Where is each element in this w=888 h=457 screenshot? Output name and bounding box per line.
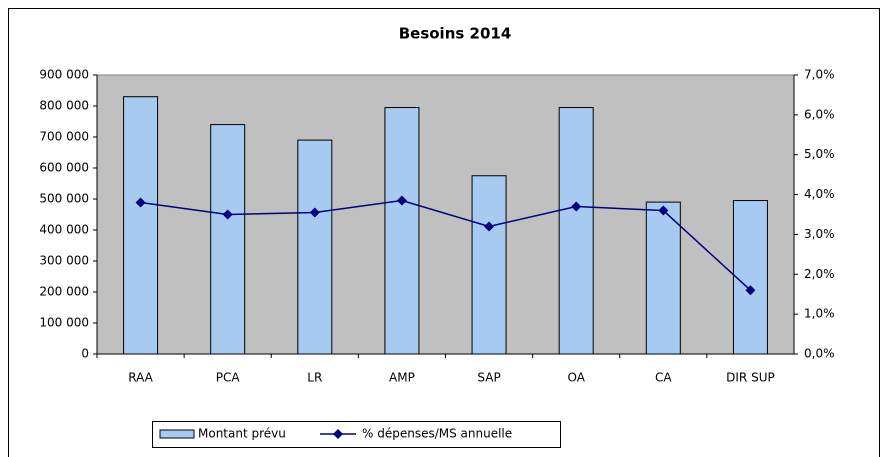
x-tick-label: OA [567,371,585,385]
x-tick-label: DIR SUP [726,371,775,385]
bar [558,107,594,355]
marker [135,197,146,208]
y-tick-label: 700 000 [39,130,89,144]
bar [471,175,507,355]
bar [297,139,333,355]
y2-tick-label: 1,0% [804,307,835,321]
marker [658,205,669,216]
marker [396,195,407,206]
y-tick-label: 300 000 [39,254,89,268]
y2-tick-label: 0,0% [804,347,835,361]
line [140,199,751,291]
bar [384,107,420,355]
x-tick-label: SAP [477,371,500,385]
x-tick-label: RAA [128,371,153,385]
y-tick-label: 100 000 [39,316,89,330]
legend-label: Montant prévu [198,427,286,441]
y-tick-label: 0 [81,347,89,361]
marker [745,285,756,296]
plot-area [96,74,795,355]
y2-tick-label: 4,0% [804,187,835,201]
bar [210,124,246,355]
legend [152,421,561,448]
x-tick-label: PCA [216,371,241,385]
marker [484,221,495,232]
legend-label: % dépenses/MS annuelle [362,427,512,441]
y2-tick-label: 2,0% [804,267,835,281]
y2-tick-label: 5,0% [804,147,835,161]
bar [645,201,681,355]
chart-title: Besoins 2014 [399,25,512,43]
y-tick-label: 900 000 [39,68,89,82]
bar [123,96,159,355]
x-tick-label: LR [307,371,322,385]
y-tick-label: 400 000 [39,223,89,237]
x-tick-label: CA [655,371,672,385]
marker [571,201,582,212]
legend-marker [333,429,343,439]
x-tick-label: AMP [389,371,415,385]
marker [309,207,320,218]
y2-tick-label: 7,0% [804,68,835,82]
marker [222,209,233,220]
legend-swatch [159,429,195,439]
bar [732,200,768,355]
y-tick-label: 800 000 [39,99,89,113]
y2-tick-label: 3,0% [804,227,835,241]
y2-tick-label: 6,0% [804,107,835,121]
y-tick-label: 500 000 [39,192,89,206]
y-tick-label: 600 000 [39,161,89,175]
y-tick-label: 200 000 [39,285,89,299]
